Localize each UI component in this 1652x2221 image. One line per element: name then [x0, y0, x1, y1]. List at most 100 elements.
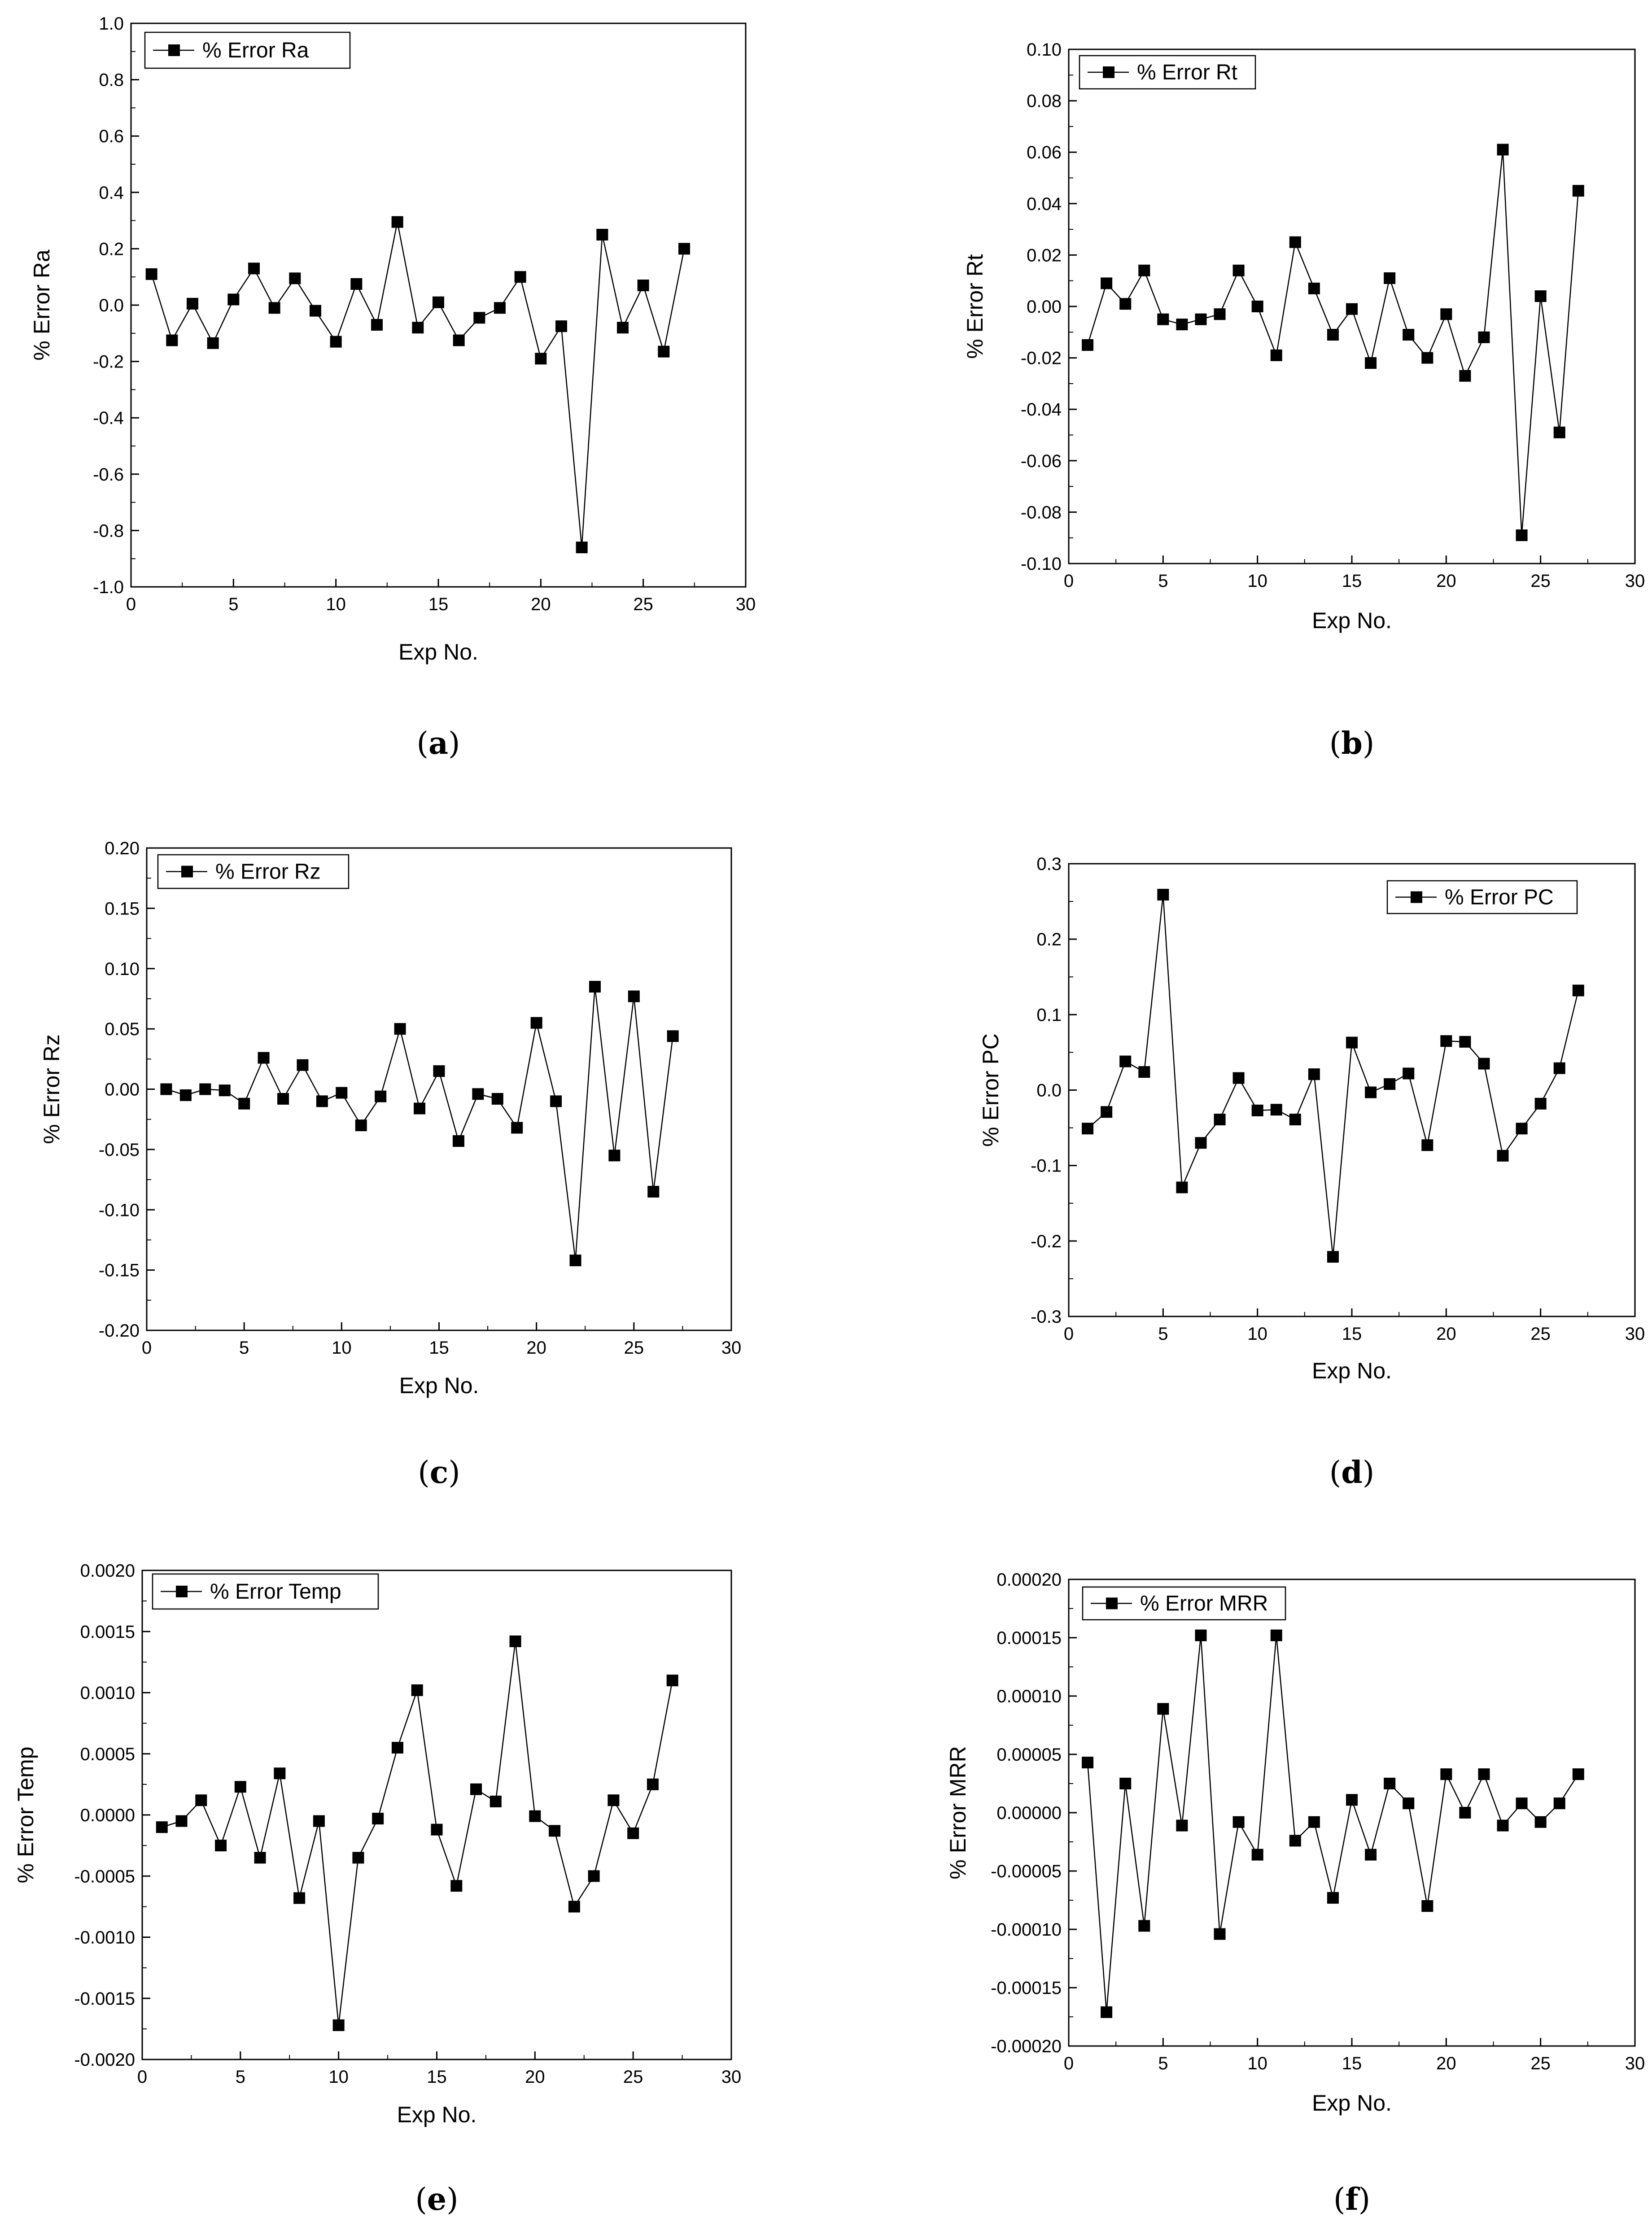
data-point	[452, 1135, 464, 1147]
data-point	[1478, 331, 1490, 343]
chart-panel-a: 0 5 10 15 20 25 30 -1.0 -0.8 -0.6 -0.4 -0.2 0.0 0.2 0.…	[29, 14, 756, 761]
data-point	[394, 1023, 406, 1035]
data-point	[215, 1840, 227, 1852]
data-point	[1082, 1757, 1094, 1769]
data-point	[350, 278, 363, 290]
x-tick-label: 10	[1247, 1324, 1267, 1344]
y-tick-label: 0.15	[105, 899, 140, 918]
x-tick-label: 30	[736, 595, 756, 614]
y-tick-label: 0.0015	[80, 1622, 135, 1642]
data-point	[238, 1097, 250, 1110]
y-tick-label: 0.00	[1027, 297, 1062, 317]
y-tick-label: 0.00005	[996, 1745, 1062, 1765]
y-tick-label: -0.00015	[991, 1978, 1062, 1998]
data-point	[1497, 1819, 1509, 1832]
data-point	[187, 297, 198, 310]
x-tick-label: 30	[1625, 1324, 1645, 1344]
y-tick-label: 0.06	[1027, 143, 1062, 162]
data-point	[1195, 313, 1207, 325]
data-point	[1384, 272, 1396, 284]
x-axis-label: Exp No.	[1312, 608, 1392, 633]
x-axis-label: Exp No.	[398, 639, 478, 665]
data-point	[258, 1052, 270, 1064]
legend-marker	[181, 866, 193, 878]
data-point	[207, 337, 219, 349]
y-tick-label: -0.04	[1021, 400, 1062, 420]
data-point	[332, 2019, 345, 2031]
y-axis-label: % Error Rt	[962, 254, 988, 359]
x-tick-label: 25	[624, 1338, 644, 1358]
data-point	[1534, 1097, 1547, 1110]
y-tick-label: -0.08	[1021, 503, 1062, 522]
data-point	[254, 1852, 266, 1864]
data-point	[1534, 1816, 1547, 1828]
chart-panel-f: 0 5 10 15 20 25 30 -0.00020 -0.00015 -0.00010 -0.0…	[945, 1570, 1645, 2217]
data-point	[1459, 1036, 1471, 1048]
data-point	[1327, 1251, 1339, 1263]
data-point	[411, 1684, 423, 1696]
data-point	[1308, 1068, 1320, 1080]
y-tick-label: -0.6	[93, 465, 124, 485]
x-tick-label: 25	[1530, 571, 1551, 591]
data-point	[1572, 185, 1584, 197]
data-point	[145, 268, 157, 280]
data-point	[1308, 282, 1320, 294]
data-point	[1119, 1055, 1132, 1067]
series-line	[162, 1641, 673, 2025]
data-point	[550, 1095, 562, 1107]
y-tick-label: -0.0010	[74, 1928, 135, 1948]
y-tick-label: 0.02	[1027, 245, 1062, 265]
data-point	[514, 271, 526, 283]
x-tick-label: 20	[525, 2067, 545, 2087]
data-point	[1101, 277, 1113, 289]
data-point	[1308, 1816, 1320, 1828]
data-point	[1327, 1892, 1339, 1904]
x-tick-label: 0	[1064, 571, 1074, 591]
data-point	[1346, 1794, 1358, 1806]
x-tick-label: 15	[429, 1338, 449, 1358]
y-tick-label: -0.2	[1031, 1232, 1062, 1251]
data-point	[576, 542, 588, 554]
data-point	[1346, 1036, 1358, 1049]
x-tick-label: 10	[1247, 571, 1267, 591]
data-point	[1251, 1104, 1263, 1116]
data-point	[1516, 1797, 1528, 1810]
legend-label: % Error Rt	[1137, 61, 1237, 84]
data-point	[666, 1674, 678, 1687]
data-point	[511, 1122, 523, 1134]
legend-marker	[1411, 891, 1422, 903]
data-point	[1403, 329, 1415, 341]
x-axis-label: Exp No.	[1312, 1358, 1392, 1383]
data-point	[608, 1150, 621, 1162]
data-point	[509, 1635, 521, 1648]
data-point	[1459, 1807, 1471, 1819]
data-point	[414, 1102, 426, 1115]
data-point	[555, 320, 567, 332]
data-point	[371, 319, 383, 331]
x-tick-label: 5	[239, 1338, 249, 1358]
data-point	[316, 1095, 328, 1107]
data-point	[175, 1815, 188, 1827]
x-tick-label: 20	[1436, 1324, 1456, 1344]
y-tick-label: -0.05	[99, 1140, 140, 1160]
x-tick-label: 5	[228, 595, 238, 614]
data-point	[1497, 144, 1509, 156]
data-point	[1157, 313, 1169, 325]
panel-label: (d)	[1329, 1455, 1375, 1491]
data-point	[274, 1767, 286, 1779]
y-tick-label: -0.10	[1021, 554, 1062, 574]
x-tick-label: 10	[1247, 2054, 1267, 2073]
y-tick-label: -0.1	[1031, 1156, 1062, 1176]
data-point	[375, 1090, 387, 1102]
data-point	[1082, 1123, 1094, 1135]
data-point	[310, 305, 321, 317]
x-tick-label: 15	[428, 595, 449, 614]
y-tick-label: 0.04	[1027, 194, 1062, 214]
data-point	[227, 293, 240, 306]
data-point	[568, 1901, 580, 1913]
data-point	[160, 1083, 172, 1095]
y-tick-label: -0.3	[1031, 1307, 1062, 1327]
data-point	[1553, 1797, 1565, 1810]
panel-label: (c)	[418, 1455, 460, 1491]
data-point	[199, 1083, 211, 1095]
